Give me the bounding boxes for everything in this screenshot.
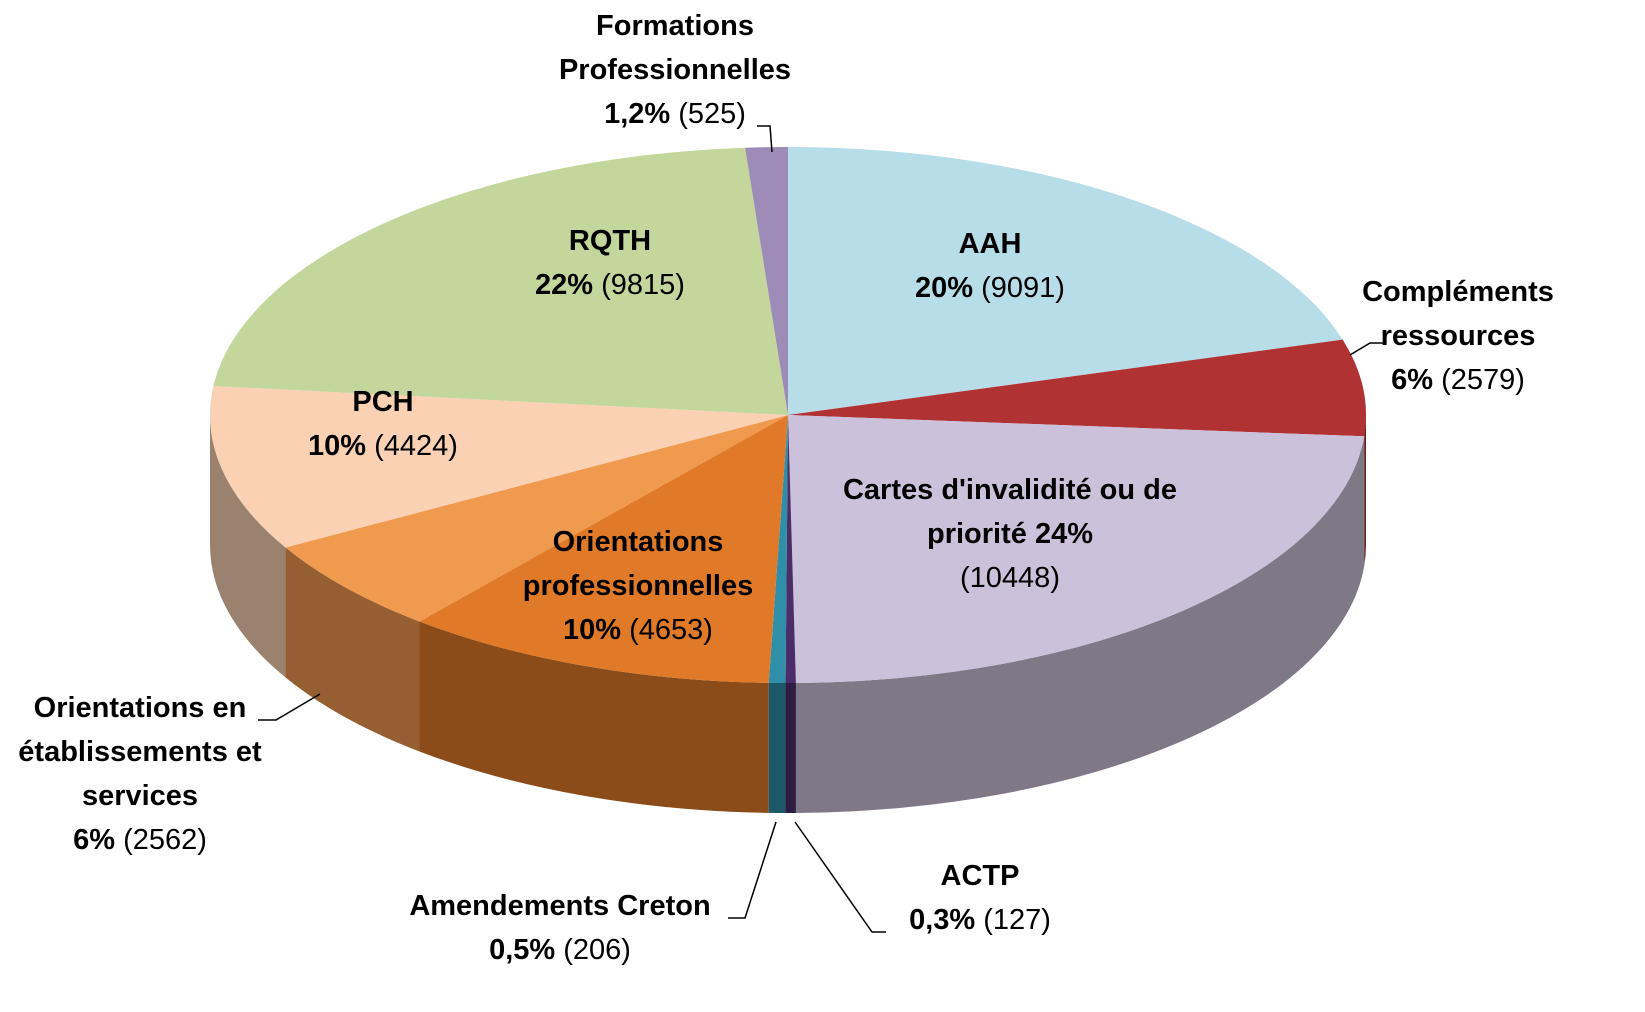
percent-label: 22% [535, 269, 594, 301]
category-label: RQTH [568, 225, 652, 257]
slice [209, 385, 788, 548]
slice [788, 147, 1343, 415]
category-label: AAH [958, 228, 1022, 260]
leader-line [728, 821, 777, 919]
value-label: (206) [563, 934, 631, 966]
category-label: Orientations professionnelles [522, 526, 754, 602]
slice-label: AAH 20% (9091) [840, 222, 1140, 310]
value-label: (127) [983, 904, 1051, 936]
slice-label: Orientations en établissements et servic… [0, 686, 285, 862]
category-label: Formations Professionnelles [558, 10, 792, 86]
slice-label: RQTH 22% (9815) [510, 219, 710, 307]
slice-side [1364, 415, 1366, 567]
percent-label: 20% [915, 272, 974, 304]
category-label: Cartes d'invalidité ou de priorité [842, 474, 1178, 550]
leader-line [794, 821, 886, 933]
value-label: (2562) [123, 824, 207, 856]
slice-label: PCH 10% (4424) [283, 380, 483, 468]
slice-label: Formations Professionnelles 1,2% (525) [515, 4, 835, 136]
leader-line [258, 693, 321, 721]
category-label: Compléments ressources [1362, 276, 1554, 352]
value-label: (4653) [629, 614, 713, 646]
slice-label: Compléments ressources 6% (2579) [1343, 270, 1573, 402]
percent-label: 10% [563, 614, 622, 646]
leader-line [757, 125, 773, 153]
slice-label: Orientations professionnelles 10% (4653) [493, 520, 783, 652]
slice [785, 415, 796, 683]
value-label: (4424) [374, 430, 458, 462]
leader-lines [258, 125, 1385, 933]
slice [285, 415, 788, 622]
value-label: (9815) [601, 269, 685, 301]
category-label: Amendements Creton [409, 890, 711, 922]
slice-label: Cartes d'invalidité ou de priorité 24% (1… [840, 468, 1180, 600]
percent-label: 6% [1391, 364, 1434, 396]
slice-label: Amendements Creton 0,5% (206) [370, 884, 750, 972]
percent-label: 0,5% [489, 934, 556, 966]
slice [788, 339, 1367, 437]
percent-label: 24% [1034, 518, 1093, 550]
slice-side [285, 547, 420, 752]
value-label: (525) [678, 98, 746, 130]
tops [209, 147, 1367, 683]
percent-label: 10% [308, 430, 367, 462]
category-label: ACTP [940, 860, 1020, 892]
value-label: (10448) [960, 562, 1060, 594]
category-label: Orientations en établissements et servic… [18, 692, 262, 812]
percent-label: 6% [73, 824, 116, 856]
slice [213, 147, 788, 416]
slice [419, 415, 788, 683]
slice-side [768, 682, 786, 813]
value-label: (9091) [981, 272, 1065, 304]
slice-side [795, 436, 1365, 813]
percent-label: 1,2% [604, 98, 671, 130]
slice [788, 415, 1365, 683]
slice-side [419, 621, 769, 813]
slice-side [785, 682, 796, 813]
slice-label: ACTP 0,3% (127) [870, 854, 1090, 942]
sides [210, 415, 1366, 813]
leader-line [1349, 342, 1385, 356]
slice [768, 415, 788, 683]
value-label: (2579) [1441, 364, 1525, 396]
percent-label: 0,3% [909, 904, 976, 936]
slice [745, 147, 788, 415]
slice-side [210, 415, 286, 678]
category-label: PCH [352, 386, 414, 418]
